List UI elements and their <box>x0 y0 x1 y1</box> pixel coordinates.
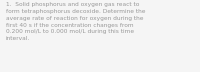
Text: 1.  Solid phosphorus and oxygen gas react to
form tetraphosphorus decoxide. Dete: 1. Solid phosphorus and oxygen gas react… <box>6 2 146 41</box>
